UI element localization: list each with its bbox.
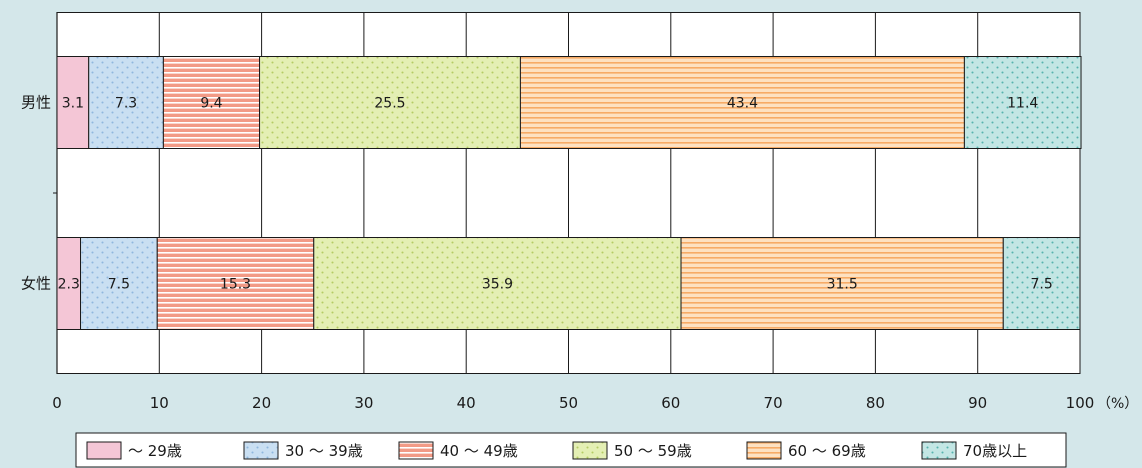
bar-segment [56,56,90,149]
legend: ～ 29歳 30 ～ 39歳 40 ～ 49歳 50 ～ 59歳 60 ～ 69歳 70歳… [75,432,1067,468]
bar-segment [313,237,682,330]
bar-segment [519,56,965,149]
bar-segment [680,237,1004,330]
x-tick-label: 0 [52,394,62,412]
x-tick-label: 70 [764,394,783,412]
legend-swatch [86,441,122,460]
bar-segment [156,237,315,330]
data-label: 35.9 [482,277,513,293]
x-axis-unit: （%） [1097,396,1138,412]
data-label: 11.4 [1007,96,1038,112]
data-label: 7.5 [1031,277,1053,293]
x-tick-label: 90 [968,394,987,412]
legend-swatch [921,441,957,460]
bar-segment [80,237,158,330]
legend-label: 50 ～ 59歳 [614,442,692,460]
x-tick-label: 20 [252,394,271,412]
legend-swatch [243,441,279,460]
x-tick-label: 30 [354,394,373,412]
bar-segment [1002,237,1081,330]
legend-swatch [398,441,434,460]
x-tick-label: 80 [866,394,885,412]
legend-box [75,432,1067,468]
data-label: 15.3 [220,277,251,293]
bar-segment [259,56,521,149]
data-label: 3.1 [62,96,84,112]
legend-label: 70歳以上 [963,442,1027,460]
legend-swatch [572,441,608,460]
x-tick-label: 10 [150,394,169,412]
legend-label: 30 ～ 39歳 [285,442,363,460]
category-label: 女性 [21,275,51,293]
bar-segment [963,56,1082,149]
data-label: 31.5 [827,277,858,293]
x-tick-label: 40 [457,394,476,412]
data-label: 2.3 [58,277,80,293]
legend-label: 40 ～ 49歳 [440,442,518,460]
legend-label: ～ 29歳 [128,442,182,460]
bars: 3.1 7.3 9.4 25.5 43.4 11.4 2.3 7.5 15.3 35.9 31.5 7… [56,56,1082,330]
x-tick-label: 100 [1066,394,1095,412]
x-tick-label: 60 [661,394,680,412]
data-label: 7.3 [115,96,137,112]
bar-segment [162,56,261,149]
data-label: 25.5 [374,96,405,112]
x-axis: 0 10 20 30 40 50 60 70 80 90 100 （%） [52,394,1138,412]
legend-swatch [746,441,782,460]
data-label: 43.4 [727,96,758,112]
data-label: 9.4 [200,96,222,112]
bar-segment [88,56,164,149]
category-label: 男性 [21,94,51,112]
legend-label: 60 ～ 69歳 [788,442,866,460]
x-tick-label: 50 [559,394,578,412]
data-label: 7.5 [108,277,130,293]
